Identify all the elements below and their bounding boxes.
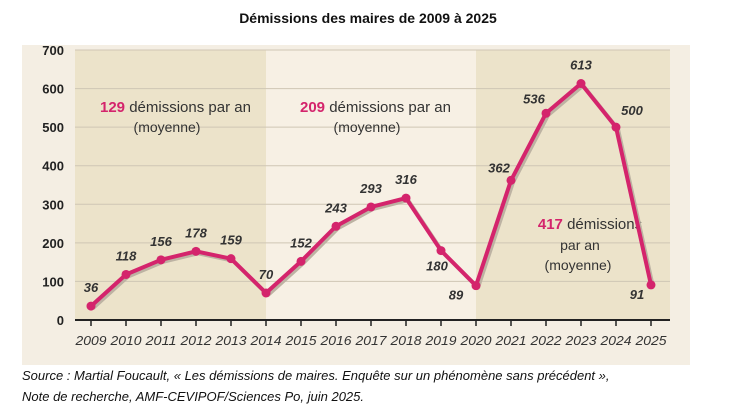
x-tick-label: 2025 [634, 333, 667, 348]
data-point [296, 256, 306, 266]
data-point [401, 193, 411, 203]
data-label: 316 [395, 172, 417, 187]
data-label: 152 [290, 235, 312, 250]
data-point [541, 108, 551, 118]
x-tick-label: 2012 [179, 333, 212, 348]
x-tick-label: 2024 [599, 333, 631, 348]
y-tick-label: 300 [42, 197, 64, 212]
data-point [156, 255, 166, 265]
data-label: 362 [488, 160, 510, 175]
data-label: 178 [185, 225, 207, 240]
x-tick-label: 2009 [74, 333, 106, 348]
data-point [121, 269, 131, 279]
y-tick-label: 200 [42, 236, 64, 251]
period-annotation: 129 démissions par an [100, 99, 251, 116]
period-band [266, 50, 476, 320]
x-tick-label: 2023 [564, 333, 597, 348]
x-tick-label: 2013 [214, 333, 247, 348]
data-point [436, 246, 446, 256]
data-label: 156 [150, 234, 172, 249]
data-label: 180 [426, 259, 448, 274]
data-point [331, 221, 341, 231]
y-tick-label: 700 [42, 43, 64, 58]
data-point [506, 175, 516, 185]
data-point [226, 254, 236, 264]
data-point [471, 281, 481, 291]
source-line-2: Note de recherche, AMF-CEVIPOF/Sciences … [22, 389, 365, 404]
data-point [86, 301, 96, 311]
data-label: 89 [449, 288, 464, 303]
x-tick-label: 2015 [284, 333, 317, 348]
period-band [75, 50, 266, 320]
data-label: 536 [523, 91, 545, 106]
data-label: 500 [621, 103, 643, 118]
data-label: 91 [630, 287, 644, 302]
period-note: (moyenne) [545, 257, 612, 273]
y-tick-label: 100 [42, 274, 64, 289]
data-label: 118 [116, 248, 137, 263]
y-tick-label: 0 [57, 313, 64, 328]
y-tick-label: 600 [42, 82, 64, 97]
x-tick-label: 2018 [389, 333, 422, 348]
data-label: 70 [259, 267, 274, 282]
data-point [611, 122, 621, 132]
x-tick-label: 2019 [424, 333, 456, 348]
x-tick-label: 2010 [109, 333, 142, 348]
data-label: 36 [84, 280, 99, 295]
period-note: (moyenne) [134, 119, 201, 135]
x-tick-label: 2017 [354, 333, 387, 348]
data-point [576, 79, 586, 89]
data-point [191, 246, 201, 256]
x-tick-label: 2021 [494, 333, 526, 348]
x-tick-label: 2011 [144, 333, 176, 348]
data-label: 159 [220, 233, 242, 248]
data-point [366, 202, 376, 212]
chart-title: Démissions des maires de 2009 à 2025 [239, 10, 497, 26]
data-point [646, 280, 656, 290]
x-tick-label: 2014 [249, 333, 281, 348]
source-line-1: Source : Martial Foucault, « Les démissi… [22, 368, 610, 383]
period-note: (moyenne) [334, 119, 401, 135]
x-tick-label: 2022 [529, 333, 562, 348]
data-point [261, 288, 271, 298]
data-label: 243 [324, 200, 347, 215]
x-tick-label: 2020 [459, 333, 492, 348]
y-tick-label: 400 [42, 159, 64, 174]
x-tick-label: 2016 [319, 333, 352, 348]
period-annotation-line2: par an [560, 237, 600, 253]
period-annotation: 417 démissions [538, 216, 642, 233]
data-label: 613 [570, 58, 592, 73]
y-tick-label: 500 [42, 120, 64, 135]
data-label: 293 [359, 181, 382, 196]
period-annotation: 209 démissions par an [300, 99, 451, 116]
